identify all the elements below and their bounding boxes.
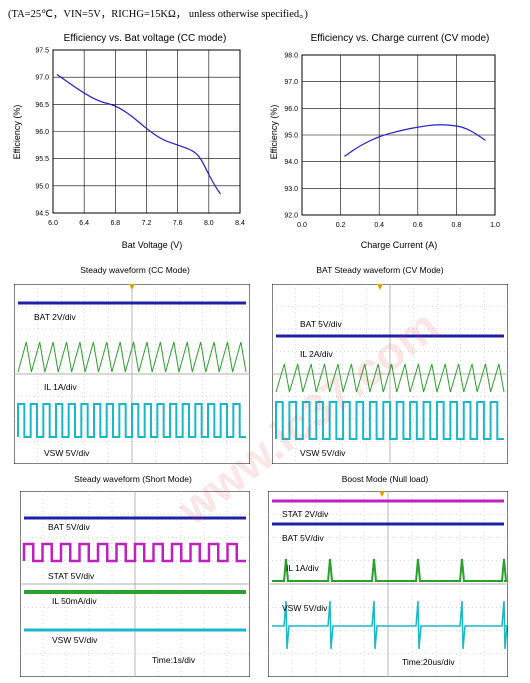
scope1-screen: BAT 2V/div IL 1A/div VSW 5V/div: [14, 284, 250, 464]
scope4-bat-label: BAT 5V/div: [282, 533, 324, 543]
chart1-title: Efficiency vs. Bat voltage (CC mode): [63, 33, 227, 44]
vsw-trace: [272, 600, 508, 650]
scope4-vsw-label: VSW 5V/div: [282, 603, 328, 613]
x-tick-label: 0.0: [297, 222, 307, 229]
x-tick-label: 7.6: [173, 220, 183, 227]
scope4-stat-label: STAT 2V/div: [282, 509, 329, 519]
y-tick-label: 97.0: [284, 79, 298, 86]
scope3-bat-label: BAT 5V/div: [48, 522, 90, 532]
chart1-svg: 6.0 6.4 6.8 7.2 7.6 8.0 8.4 97.5 97.0 96.5 96.0 95.…: [12, 48, 245, 251]
trigger-marker-icon: [379, 491, 385, 497]
scope1-il-label: IL 1A/div: [44, 382, 78, 392]
x-tick-label: 6.4: [79, 220, 89, 227]
x-tick-label: 7.2: [142, 220, 152, 227]
scope3-il-label: IL 50mA/div: [52, 596, 97, 606]
y-tick-label: 94.0: [284, 159, 298, 166]
trigger-marker-icon: [377, 284, 383, 290]
scope4-screen: STAT 2V/div BAT 5V/div IL 1A/div VSW 5V/…: [268, 491, 508, 677]
y-tick-label: 97.0: [35, 75, 49, 82]
y-tick-label: 96.0: [284, 106, 298, 113]
chart1-ticks: 6.0 6.4 6.8 7.2 7.6 8.0 8.4 97.5 97.0 96.5 96.0 95.…: [35, 48, 245, 228]
chart2-ylabel: Efficiency (%): [269, 105, 279, 160]
y-tick-label: 95.5: [35, 156, 49, 163]
x-tick-label: 0.6: [413, 222, 423, 229]
scope2-il-label: IL 2A/div: [300, 349, 334, 359]
vsw-trace: [17, 403, 246, 438]
stat-trace: [22, 542, 246, 563]
scope1-vsw-label: VSW 5V/div: [44, 448, 90, 458]
scope3-stat-label: STAT 5V/div: [48, 571, 95, 581]
chart2-ticks: 0.0 0.2 0.4 0.6 0.8 1.0 98.0 97.0 96.0 95.0 94.0 93…: [284, 53, 500, 230]
scope1-bat-label: BAT 2V/div: [34, 312, 76, 322]
scope4-il-label: IL 1A/div: [286, 563, 320, 573]
chart2-xlabel: Charge Current (A): [361, 240, 438, 250]
vsw-trace: [275, 401, 504, 440]
scope2-vsw-label: VSW 5V/div: [300, 448, 346, 458]
chart1-grid: [52, 49, 241, 214]
x-tick-label: 6.8: [110, 220, 120, 227]
chart1-series-line: [56, 73, 222, 195]
y-tick-label: 92.0: [284, 213, 298, 220]
y-tick-label: 95.0: [284, 133, 298, 140]
y-tick-label: 98.0: [284, 53, 298, 60]
test-conditions: (TA=25℃，VIN=5V，RICHG=15KΩ， unless otherw…: [8, 9, 308, 20]
y-tick-label: 96.5: [35, 102, 49, 109]
scope2-bat-label: BAT 5V/div: [300, 319, 342, 329]
x-tick-label: 8.0: [204, 220, 214, 227]
x-tick-label: 8.4: [235, 220, 245, 227]
y-tick-label: 95.0: [35, 183, 49, 190]
scope3-title: Steady waveform (Short Mode): [74, 474, 192, 484]
scope3-vsw-label: VSW 5V/div: [52, 635, 98, 645]
x-tick-label: 6.0: [48, 220, 58, 227]
chart2-series-line: [344, 124, 486, 157]
chart1-ylabel: Efficiency (%): [12, 105, 22, 160]
il-trace: [17, 341, 247, 373]
il-trace: [272, 558, 508, 582]
scope4-title: Boost Mode (Null load): [341, 474, 429, 484]
scope3-screen: BAT 5V/div STAT 5V/div IL 50mA/div VSW 5…: [20, 491, 250, 677]
scope1-title: Steady waveform (CC Mode): [80, 265, 190, 275]
x-tick-label: 1.0: [490, 222, 500, 229]
y-tick-label: 97.5: [35, 48, 49, 55]
scope3-time-label: Time:1s/div: [152, 655, 196, 665]
x-tick-label: 0.2: [336, 222, 346, 229]
y-tick-label: 93.0: [284, 186, 298, 193]
chart2-title: Efficiency vs. Charge current (CV mode): [310, 33, 490, 44]
chart1-xlabel: Bat Voltage (V): [122, 240, 183, 250]
x-tick-label: 0.4: [374, 222, 384, 229]
x-tick-label: 0.8: [452, 222, 462, 229]
scope2-screen: BAT 5V/div IL 2A/div VSW 5V/div: [272, 284, 508, 464]
scope4-time-label: Time:20us/div: [402, 657, 455, 667]
chart2-svg: 0.0 0.2 0.4 0.6 0.8 1.0 98.0 97.0 96.0 95.0 94.0 93…: [269, 53, 500, 251]
il-trace: [275, 363, 505, 393]
scope2-title: BAT Steady waveform (CV Mode): [316, 265, 444, 275]
trigger-marker-icon: [129, 284, 135, 290]
chart2-grid: [301, 54, 496, 216]
y-tick-label: 94.5: [35, 211, 49, 218]
y-tick-label: 96.0: [35, 129, 49, 136]
